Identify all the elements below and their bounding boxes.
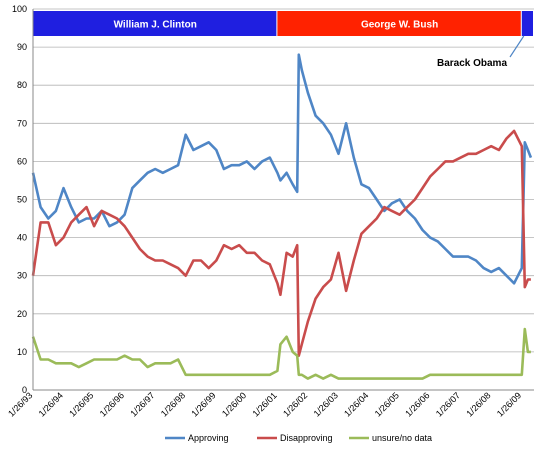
y-tick-label: 100 (12, 4, 27, 14)
band-label: George W. Bush (361, 20, 438, 31)
legend-label: Approving (188, 433, 229, 443)
band-label: William J. Clinton (114, 20, 197, 31)
series-line-approving (31, 53, 533, 285)
series-line-disapproving (31, 129, 531, 358)
y-tick-label: 0 (22, 385, 27, 395)
presidency-bands: William J. Clinton George W. Bush Barack O… (33, 11, 533, 69)
y-tick-label: 40 (17, 233, 27, 243)
series-line-unsure-no-data (31, 327, 531, 380)
y-tick-label: 70 (17, 118, 27, 128)
obama-callout-line (509, 35, 525, 58)
y-tick-label: 90 (17, 42, 27, 52)
band-label: Barack Obama (437, 58, 507, 69)
y-tick-label: 80 (17, 80, 27, 90)
y-tick-label: 60 (17, 156, 27, 166)
band-0 (33, 11, 277, 36)
legend-label: unsure/no data (372, 433, 432, 443)
legend: Approving Disapproving unsure/no data (165, 433, 432, 443)
y-tick-label: 50 (17, 195, 27, 205)
y-axis-ticks: 0 10 20 30 40 50 60 70 80 90 100 (12, 4, 27, 395)
y-tick-label: 20 (17, 309, 27, 319)
legend-label: Disapproving (280, 433, 333, 443)
band-1 (277, 11, 521, 36)
y-tick-label: 10 (17, 347, 27, 357)
axes (32, 9, 534, 391)
band-2 (521, 11, 533, 36)
y-tick-label: 30 (17, 271, 27, 281)
series-lines (31, 53, 533, 380)
